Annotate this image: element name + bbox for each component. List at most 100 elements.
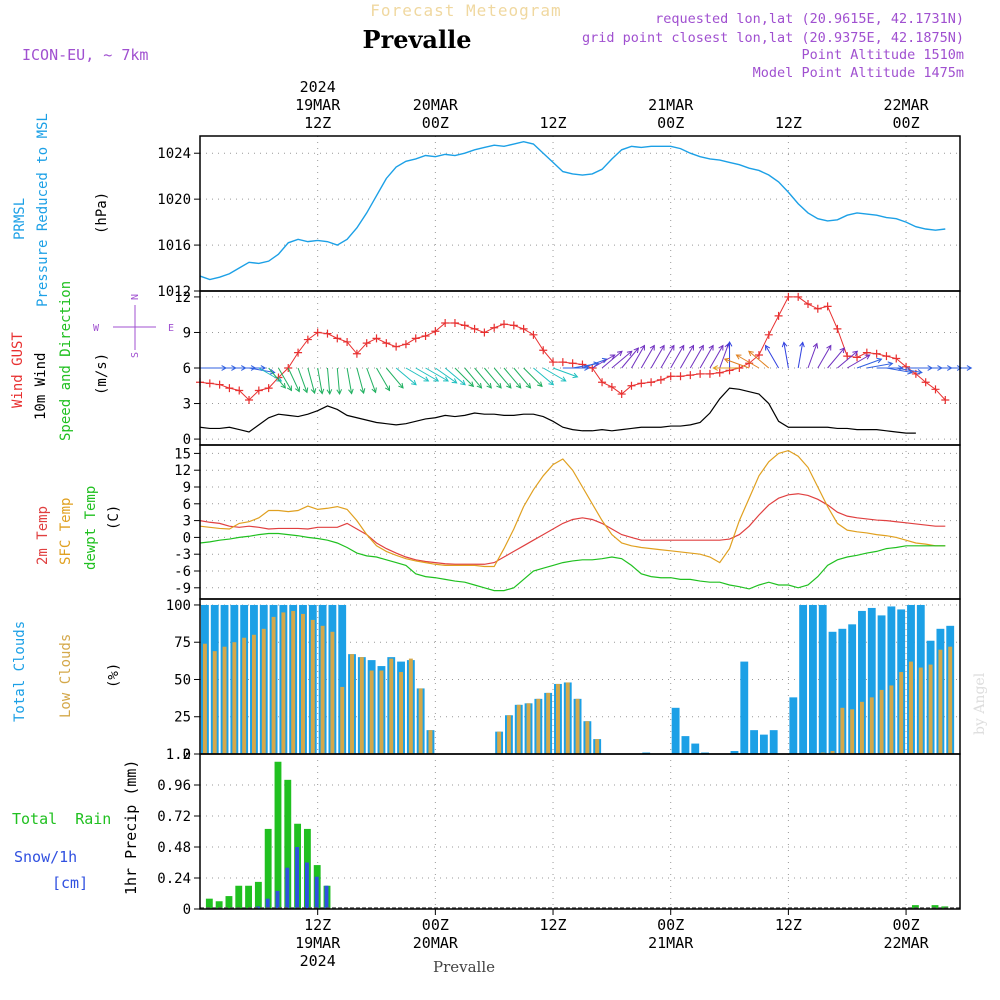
wind-arrow <box>444 367 466 386</box>
wind-arrow <box>474 367 492 389</box>
wind-arrow <box>846 354 870 369</box>
snow-bar <box>324 885 329 909</box>
ytick-label: 0 <box>183 747 191 763</box>
temp2m-label: 2m Temp <box>35 506 51 565</box>
wind-gust-marker <box>421 332 430 341</box>
wind-gust-marker <box>754 350 763 359</box>
low-cloud-bar <box>899 672 904 754</box>
wind-gust-marker <box>558 358 567 367</box>
total-cloud-bar <box>691 743 700 754</box>
wind-arrow <box>297 367 308 393</box>
ytick-label: 1016 <box>157 238 191 254</box>
rain-bar <box>254 881 262 909</box>
low-cloud-bar <box>202 643 207 754</box>
low-cloud-bar <box>928 664 933 754</box>
sfc-temp-label: SFC Temp <box>58 498 74 565</box>
wind-arrow-head <box>336 389 343 395</box>
low-cloud-bar <box>350 654 354 754</box>
wind-arrow-head <box>326 389 333 395</box>
wind-arrow-head <box>451 378 458 384</box>
ytick-label: 1020 <box>157 192 191 208</box>
wind-arrow <box>660 345 675 369</box>
wind-arrow-head <box>572 372 579 379</box>
wind-arrow <box>395 367 417 386</box>
wind-arrow <box>689 345 704 369</box>
wind-arrow <box>748 350 770 369</box>
low-cloud-bar <box>595 739 600 754</box>
point-altitude: Point Altitude 1510m <box>801 47 964 63</box>
wind-arrow-head <box>398 382 404 389</box>
wind-gust-marker <box>764 330 773 339</box>
bottom-time-label: 00Z <box>893 916 920 934</box>
wind-arrow-head <box>318 388 325 395</box>
compass-east: E <box>168 323 174 334</box>
forecast-title: Forecast Meteogram <box>370 1 561 20</box>
total-cloud-bar <box>671 707 680 754</box>
rain-bar <box>284 779 292 909</box>
bottom-time-label: 21MAR <box>648 934 694 952</box>
ytick-label: 6 <box>183 361 191 377</box>
bottom-time-label: 20MAR <box>413 934 459 952</box>
wind-arrow <box>837 350 858 369</box>
wind-gust-marker <box>715 368 724 377</box>
cloud-panel-labels: Total Clouds Low Clouds (%) <box>12 621 122 722</box>
wind-panel-labels: Wind GUST 10m Wind Speed and Direction (… <box>10 281 174 441</box>
wind-gust-marker <box>686 371 695 380</box>
wind-arrow-head <box>679 344 685 351</box>
wind-arrow <box>866 362 893 369</box>
wind-gust-marker <box>882 352 891 361</box>
wind-gust-marker <box>843 352 852 361</box>
low-cloud-bar <box>320 625 325 754</box>
snow-label: Snow/1h <box>14 848 77 866</box>
wind-arrow <box>307 367 316 394</box>
total-cloud-bar <box>867 607 876 754</box>
wind-gust-marker <box>392 342 401 351</box>
wind-gust-marker <box>235 386 244 395</box>
wind-arrow <box>783 342 789 369</box>
rain-bar <box>245 885 252 909</box>
wind-gust-marker <box>352 349 361 358</box>
wind-arrow-head <box>639 344 646 351</box>
dewpt-temp-line <box>199 532 946 592</box>
ytick-label: 0.24 <box>157 871 191 887</box>
total-cloud-bar <box>848 624 857 754</box>
top-time-label: 21MAR <box>648 96 694 114</box>
total-cloud-bar <box>828 631 837 754</box>
low-cloud-bar <box>889 685 894 754</box>
bottom-time-label: 12Z <box>539 916 566 934</box>
wind-arrow <box>670 345 685 369</box>
wind-arrow <box>268 367 286 389</box>
wind-arrow <box>464 367 482 389</box>
axis-labels: 1012101610201024036912-9-6-3036912150255… <box>157 78 929 970</box>
grid-lines <box>200 136 960 910</box>
wind-arrow-head <box>433 376 440 382</box>
snow-bar <box>295 847 300 909</box>
snow-bar <box>265 898 270 909</box>
watermark: by Angel <box>972 672 988 735</box>
wind-arrow-head <box>898 365 904 371</box>
total-cloud-bar <box>769 730 778 754</box>
wind-gust-marker <box>804 300 812 309</box>
prmsl-label: PRMSL <box>12 198 28 240</box>
wind-gust-marker <box>892 354 901 363</box>
ytick-label: 0.48 <box>157 840 191 856</box>
wind-arrow <box>405 367 429 382</box>
wind-arrow <box>484 367 502 389</box>
wind-arrow-head <box>799 341 805 348</box>
wind-arrow <box>542 367 566 382</box>
ytick-label: 1.2 <box>166 747 191 763</box>
low-cloud-bar <box>232 642 237 754</box>
wind-arrow <box>513 367 531 389</box>
wind-gust-marker <box>372 334 381 343</box>
wind-gust-marker <box>431 327 440 336</box>
ytick-label: 0.72 <box>157 809 191 825</box>
wind-arrow <box>326 367 331 394</box>
wind-gust-marker <box>598 378 607 387</box>
panel-frame <box>199 135 961 292</box>
ytick-label: 0 <box>183 432 191 448</box>
low-cloud-bar <box>850 709 855 754</box>
wind-gust-marker <box>784 292 793 301</box>
low-cloud-bar <box>840 707 845 754</box>
panel-frames <box>199 135 961 910</box>
